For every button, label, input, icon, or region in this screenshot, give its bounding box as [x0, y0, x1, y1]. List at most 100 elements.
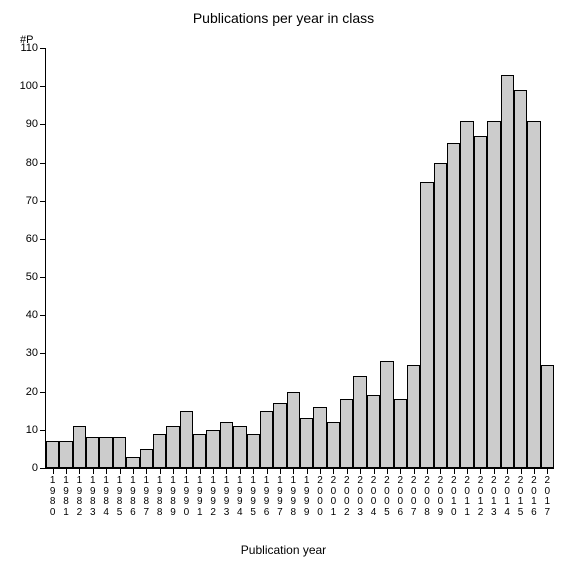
y-tick-label: 80	[26, 157, 38, 169]
x-tick	[53, 468, 54, 474]
x-tick	[226, 468, 227, 474]
x-tick	[454, 468, 455, 474]
y-tick	[40, 430, 46, 431]
bar	[447, 143, 460, 468]
y-tick	[40, 124, 46, 125]
x-tick	[160, 468, 161, 474]
x-tick	[213, 468, 214, 474]
x-tick-label: 2006	[397, 476, 403, 518]
bar	[46, 441, 59, 468]
x-tick-label: 2017	[545, 476, 551, 518]
x-tick-label: 2013	[491, 476, 497, 518]
chart-title: Publications per year in class	[0, 10, 567, 26]
bar	[140, 449, 153, 468]
x-tick	[66, 468, 67, 474]
y-tick	[40, 353, 46, 354]
x-tick	[387, 468, 388, 474]
x-tick-label: 1983	[90, 476, 96, 518]
bar	[300, 418, 313, 468]
y-tick	[40, 468, 46, 469]
y-tick-label: 20	[26, 386, 38, 398]
x-tick	[267, 468, 268, 474]
x-tick	[200, 468, 201, 474]
bar	[247, 434, 260, 468]
y-tick	[40, 277, 46, 278]
x-tick	[133, 468, 134, 474]
x-tick-label: 2001	[331, 476, 337, 518]
bar	[287, 392, 300, 468]
x-tick	[79, 468, 80, 474]
x-tick-label: 1982	[77, 476, 83, 518]
x-tick-label: 1980	[50, 476, 56, 518]
y-tick	[40, 86, 46, 87]
x-tick	[374, 468, 375, 474]
bar	[474, 136, 487, 468]
x-tick	[186, 468, 187, 474]
bar	[126, 457, 139, 468]
x-axis-label: Publication year	[0, 543, 567, 557]
x-tick	[253, 468, 254, 474]
x-tick	[547, 468, 548, 474]
x-tick-label: 1995	[250, 476, 256, 518]
bar	[460, 121, 473, 468]
bar	[166, 426, 179, 468]
y-tick-label: 50	[26, 271, 38, 283]
y-tick	[40, 239, 46, 240]
x-tick	[414, 468, 415, 474]
bar	[420, 182, 433, 468]
x-tick-label: 2012	[478, 476, 484, 518]
x-tick-label: 1985	[117, 476, 123, 518]
x-tick-label: 1988	[157, 476, 163, 518]
x-tick-label: 2009	[438, 476, 444, 518]
x-tick	[494, 468, 495, 474]
x-tick-label: 1991	[197, 476, 203, 518]
x-tick	[106, 468, 107, 474]
bar	[73, 426, 86, 468]
x-tick	[280, 468, 281, 474]
y-tick	[40, 315, 46, 316]
y-tick-label: 40	[26, 309, 38, 321]
y-tick-label: 60	[26, 233, 38, 245]
x-tick-label: 1981	[63, 476, 69, 518]
bar	[59, 441, 72, 468]
x-tick-label: 1994	[237, 476, 243, 518]
x-tick-label: 2016	[531, 476, 537, 518]
x-tick	[400, 468, 401, 474]
bar	[353, 376, 366, 468]
y-tick-label: 30	[26, 347, 38, 359]
y-tick-label: 100	[20, 80, 38, 92]
x-tick	[93, 468, 94, 474]
bar	[514, 90, 527, 468]
x-tick	[440, 468, 441, 474]
y-tick	[40, 392, 46, 393]
y-tick-label: 90	[26, 118, 38, 130]
bar	[394, 399, 407, 468]
bar	[407, 365, 420, 468]
y-tick	[40, 201, 46, 202]
bar	[487, 121, 500, 468]
bar	[501, 75, 514, 468]
x-tick-label: 2002	[344, 476, 350, 518]
x-tick-label: 2003	[357, 476, 363, 518]
x-tick-label: 1992	[210, 476, 216, 518]
x-tick-label: 2008	[424, 476, 430, 518]
x-tick	[507, 468, 508, 474]
bar	[273, 403, 286, 468]
x-tick-label: 2000	[317, 476, 323, 518]
y-tick	[40, 48, 46, 49]
x-tick-label: 1993	[224, 476, 230, 518]
bar	[206, 430, 219, 468]
x-tick-label: 2014	[504, 476, 510, 518]
x-tick-label: 1996	[264, 476, 270, 518]
x-tick	[467, 468, 468, 474]
bar	[434, 163, 447, 468]
x-tick	[293, 468, 294, 474]
x-tick-label: 2004	[371, 476, 377, 518]
x-tick-label: 1998	[291, 476, 297, 518]
x-tick	[427, 468, 428, 474]
bar	[193, 434, 206, 468]
x-tick	[240, 468, 241, 474]
bar	[340, 399, 353, 468]
bar	[99, 437, 112, 468]
x-tick-label: 2011	[464, 476, 470, 518]
